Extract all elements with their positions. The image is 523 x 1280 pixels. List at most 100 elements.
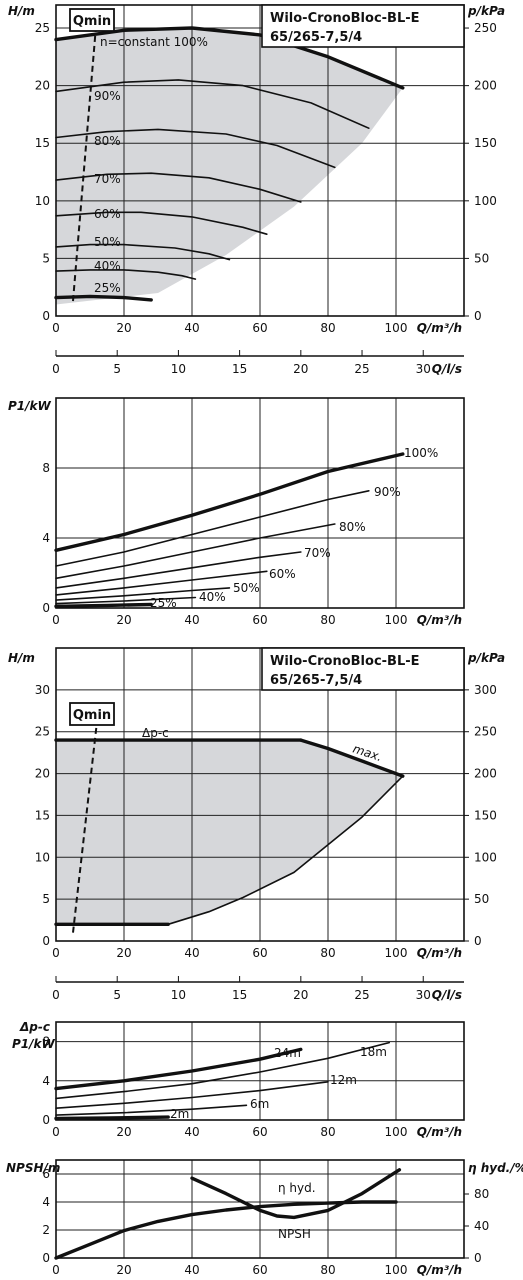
- y-right-tick-label: 50: [474, 251, 489, 265]
- x-axis-label: Q/m³/h: [417, 321, 462, 335]
- y-axis-label: P1/kW: [12, 1037, 56, 1051]
- operating-area: [56, 28, 403, 305]
- x-tick-label: 0: [52, 613, 60, 627]
- y-right-tick-label: 0: [474, 1251, 482, 1265]
- x-tick-label: 80: [320, 1125, 335, 1139]
- x-tick-label: 100: [385, 1263, 408, 1277]
- y-right-tick-label: 0: [474, 309, 482, 323]
- plot-frame: [55, 647, 465, 942]
- x-tick-label: 20: [116, 946, 131, 960]
- y-tick-label: 0: [42, 309, 50, 323]
- series-label: 25%: [94, 281, 121, 295]
- x-tick-label: 40: [184, 321, 199, 335]
- y-right-tick-label: 200: [474, 79, 497, 93]
- y-tick-label: 10: [35, 194, 50, 208]
- chart-subtitle: 65/265-7,5/4: [270, 673, 362, 688]
- plot-frame: [55, 397, 465, 609]
- head-dpc-chart: 0 20 40 60 80 100 0 5 10 15 20 25 30 Q/m³/h 0 50 100 150 2…: [8, 647, 505, 960]
- y-right-tick-label: 150: [474, 136, 497, 150]
- series-line: [299, 738, 405, 778]
- x-tick-label: 60: [252, 1263, 267, 1277]
- qmin-box: [69, 8, 115, 32]
- flow-axis-tick-label: 30: [416, 362, 431, 376]
- series-line: [54, 1115, 170, 1121]
- flow-axis-ls: 0 5 10 15 20 25 30 Q/l/s: [52, 350, 464, 376]
- chart-title: Wilo-CronoBloc-BL-E: [270, 11, 420, 26]
- y-tick-label: 0: [42, 1251, 50, 1265]
- y-tick-label: 15: [35, 808, 50, 822]
- series-line: [54, 452, 405, 552]
- series-label: 90%: [94, 89, 121, 103]
- series-label: 80%: [94, 134, 121, 148]
- flow-axis-tick-label: 10: [171, 362, 186, 376]
- series-line: [55, 172, 302, 203]
- y-axis-label: η hyd./%: [468, 1161, 523, 1175]
- y-tick-label: 0: [42, 1113, 50, 1127]
- y-tick-label: 20: [35, 79, 50, 93]
- y-tick-label: 8: [42, 1035, 50, 1049]
- series-label: n=constant 100%: [100, 35, 208, 49]
- series-label: 18m: [360, 1045, 387, 1059]
- head-chart: 0 20 40 60 80 100 0 5 10 15 20 25 Q/m³/h 0 50 100 150 200…: [8, 4, 505, 335]
- series-label: 70%: [94, 172, 121, 186]
- y-tick-label: 4: [42, 1195, 50, 1209]
- y-axis-label: NPSH/m: [6, 1161, 60, 1175]
- series-line: [167, 775, 404, 926]
- x-tick-label: 0: [52, 946, 60, 960]
- series-label: 50%: [233, 581, 260, 595]
- plot-frame: [55, 1021, 465, 1121]
- x-tick-label: 80: [320, 613, 335, 627]
- y-tick-label: 8: [42, 461, 50, 475]
- y-tick-label: 25: [35, 21, 50, 35]
- flow-axis-tick-label: 15: [232, 988, 247, 1002]
- x-axis-label: Q/m³/h: [417, 1125, 462, 1139]
- series-line: [55, 523, 336, 580]
- flow-axis-ls-2: 0 5 10 15 20 25 30 Q/l/s: [52, 976, 464, 1002]
- series-label: 60%: [94, 207, 121, 221]
- flow-axis-tick-label: 25: [354, 988, 369, 1002]
- flow-axis-tick-label: 25: [354, 362, 369, 376]
- series-line: [54, 1200, 398, 1260]
- plot-frame: [55, 1159, 465, 1259]
- x-tick-label: 40: [184, 1263, 199, 1277]
- series-label: 25%: [150, 596, 177, 610]
- x-tick-label: 60: [252, 1125, 267, 1139]
- power-chart: 0 20 40 60 80 100 0 4 8 Q/m³/h P1/kW 100% 90% 80% 70% 6…: [8, 397, 465, 627]
- y-right-tick-label: 40: [474, 1219, 489, 1233]
- y-axis-label: H/m: [8, 4, 35, 18]
- x-tick-label: 0: [52, 321, 60, 335]
- y-right-tick-label: 150: [474, 808, 497, 822]
- y-right-tick-label: 80: [474, 1187, 489, 1201]
- qmin-line: [72, 723, 98, 933]
- series-line: [55, 570, 268, 596]
- y-tick-label: 0: [42, 601, 50, 615]
- x-tick-label: 20: [116, 321, 131, 335]
- y-tick-label: 25: [35, 725, 50, 739]
- y-tick-label: 2: [42, 1223, 50, 1237]
- series-label: 50%: [94, 235, 121, 249]
- flow-axis-tick-label: 30: [416, 988, 431, 1002]
- x-tick-label: 20: [116, 1263, 131, 1277]
- y-right-tick-label: 200: [474, 767, 497, 781]
- x-tick-label: 60: [252, 321, 267, 335]
- x-tick-label: 40: [184, 946, 199, 960]
- y-right-tick-label: 300: [474, 683, 497, 697]
- chart-title: Wilo-CronoBloc-BL-E: [270, 654, 420, 669]
- plot-frame: [55, 4, 465, 317]
- series-label: 40%: [94, 259, 121, 273]
- series-line: [55, 489, 370, 567]
- y-axis-label: p/kPa: [467, 651, 505, 665]
- y-tick-label: 4: [42, 1074, 50, 1088]
- series-line: [54, 1047, 303, 1091]
- series-label: 12m: [330, 1073, 357, 1087]
- chart-subtitle: 65/265-7,5/4: [270, 30, 362, 45]
- x-tick-label: 40: [184, 613, 199, 627]
- series-line: [55, 587, 231, 601]
- series-label: 24m: [274, 1046, 301, 1060]
- flow-axis-tick-label: 15: [232, 362, 247, 376]
- flow-axis-tick-label: 0: [52, 362, 60, 376]
- series-label: 40%: [199, 590, 226, 604]
- y-tick-label: 4: [42, 531, 50, 545]
- series-line: [54, 602, 153, 608]
